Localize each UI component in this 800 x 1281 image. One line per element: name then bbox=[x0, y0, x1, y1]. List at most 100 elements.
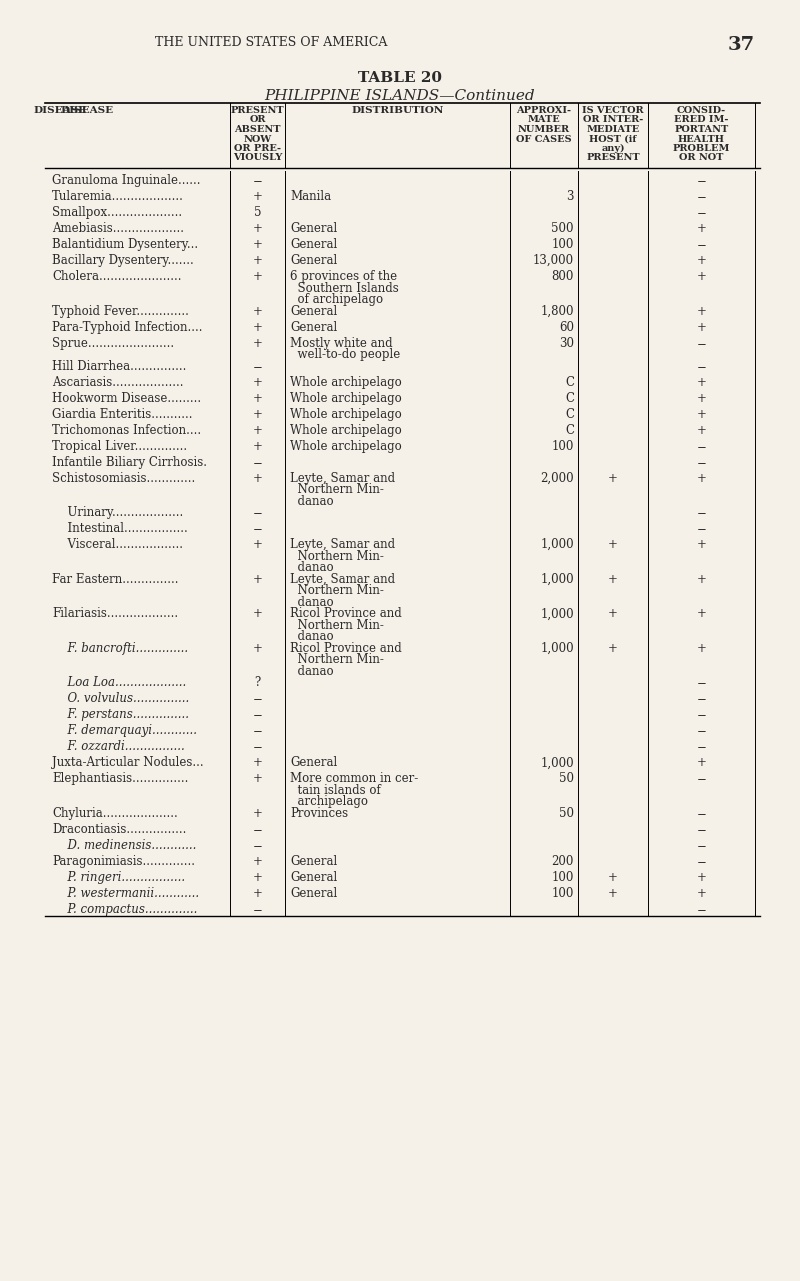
Text: +: + bbox=[608, 573, 618, 585]
Text: 1,000: 1,000 bbox=[540, 573, 574, 585]
Text: General: General bbox=[290, 886, 338, 901]
Text: +: + bbox=[608, 886, 618, 901]
Text: General: General bbox=[290, 871, 338, 884]
Text: −: − bbox=[697, 740, 706, 753]
Text: −: − bbox=[697, 724, 706, 738]
Text: any): any) bbox=[602, 143, 625, 154]
Text: Cholera......................: Cholera...................... bbox=[52, 270, 182, 283]
Text: +: + bbox=[697, 756, 706, 770]
Text: OR NOT: OR NOT bbox=[679, 154, 724, 163]
Text: DISTRIBUTION: DISTRIBUTION bbox=[351, 106, 444, 115]
Text: Tularemia...................: Tularemia................... bbox=[52, 190, 184, 202]
Text: General: General bbox=[290, 305, 338, 318]
Text: Northern Min-: Northern Min- bbox=[290, 619, 384, 632]
Text: +: + bbox=[608, 607, 618, 620]
Text: 100: 100 bbox=[552, 238, 574, 251]
Text: Para-Typhoid Infection....: Para-Typhoid Infection.... bbox=[52, 320, 202, 333]
Text: 50: 50 bbox=[559, 772, 574, 785]
Text: Visceral..................: Visceral.................. bbox=[60, 538, 183, 551]
Text: +: + bbox=[253, 642, 262, 655]
Text: −: − bbox=[697, 439, 706, 452]
Text: −: − bbox=[253, 839, 262, 852]
Text: OF CASES: OF CASES bbox=[516, 135, 572, 143]
Text: +: + bbox=[253, 573, 262, 585]
Text: Hookworm Disease.........: Hookworm Disease......... bbox=[52, 392, 201, 405]
Text: −: − bbox=[253, 693, 262, 706]
Text: +: + bbox=[253, 392, 262, 405]
Text: well-to-do people: well-to-do people bbox=[290, 348, 400, 361]
Text: Typhoid Fever..............: Typhoid Fever.............. bbox=[52, 305, 189, 318]
Text: −: − bbox=[697, 174, 706, 187]
Text: C: C bbox=[565, 424, 574, 437]
Text: Dracontiasis................: Dracontiasis................ bbox=[52, 822, 186, 836]
Text: PHILIPPINE ISLANDS—Continued: PHILIPPINE ISLANDS—Continued bbox=[265, 88, 535, 102]
Text: +: + bbox=[253, 238, 262, 251]
Text: 100: 100 bbox=[552, 439, 574, 452]
Text: Ricol Province and: Ricol Province and bbox=[290, 642, 402, 655]
Text: Loa Loa...................: Loa Loa................... bbox=[60, 676, 186, 689]
Text: 200: 200 bbox=[552, 854, 574, 869]
Text: −: − bbox=[697, 523, 706, 535]
Text: 60: 60 bbox=[559, 320, 574, 333]
Text: OR PRE-: OR PRE- bbox=[234, 143, 281, 152]
Text: Ricol Province and: Ricol Province and bbox=[290, 607, 402, 620]
Text: OR: OR bbox=[250, 115, 266, 124]
Text: F. bancrofti..............: F. bancrofti.............. bbox=[60, 642, 188, 655]
Text: −: − bbox=[697, 456, 706, 469]
Text: −: − bbox=[697, 772, 706, 785]
Text: Amebiasis...................: Amebiasis................... bbox=[52, 222, 184, 234]
Text: 1,000: 1,000 bbox=[540, 756, 574, 770]
Text: C: C bbox=[565, 375, 574, 388]
Text: +: + bbox=[253, 886, 262, 901]
Text: +: + bbox=[253, 854, 262, 869]
Text: OR INTER-: OR INTER- bbox=[583, 115, 643, 124]
Text: General: General bbox=[290, 854, 338, 869]
Text: −: − bbox=[253, 724, 262, 738]
Text: +: + bbox=[608, 871, 618, 884]
Text: General: General bbox=[290, 238, 338, 251]
Text: DISEASE: DISEASE bbox=[60, 106, 113, 115]
Text: D. medinensis............: D. medinensis............ bbox=[60, 839, 196, 852]
Text: archipelago: archipelago bbox=[290, 796, 368, 808]
Text: +: + bbox=[697, 424, 706, 437]
Text: +: + bbox=[697, 270, 706, 283]
Text: 1,800: 1,800 bbox=[541, 305, 574, 318]
Text: PRESENT: PRESENT bbox=[586, 154, 640, 163]
Text: +: + bbox=[697, 871, 706, 884]
Text: Whole archipelago: Whole archipelago bbox=[290, 392, 402, 405]
Text: Whole archipelago: Whole archipelago bbox=[290, 439, 402, 452]
Text: Schistosomiasis.............: Schistosomiasis............. bbox=[52, 471, 195, 484]
Text: Northern Min-: Northern Min- bbox=[290, 584, 384, 597]
Text: F. perstans...............: F. perstans............... bbox=[60, 708, 189, 721]
Text: −: − bbox=[697, 506, 706, 519]
Text: P. westermanii............: P. westermanii............ bbox=[60, 886, 199, 901]
Text: 500: 500 bbox=[551, 222, 574, 234]
Text: Leyte, Samar and: Leyte, Samar and bbox=[290, 573, 395, 585]
Text: +: + bbox=[697, 642, 706, 655]
Text: −: − bbox=[253, 708, 262, 721]
Text: +: + bbox=[253, 270, 262, 283]
Text: 2,000: 2,000 bbox=[540, 471, 574, 484]
Text: NOW: NOW bbox=[243, 135, 272, 143]
Text: +: + bbox=[608, 642, 618, 655]
Text: THE UNITED STATES OF AMERICA: THE UNITED STATES OF AMERICA bbox=[155, 36, 387, 49]
Text: MATE: MATE bbox=[528, 115, 560, 124]
Text: +: + bbox=[253, 305, 262, 318]
Text: +: + bbox=[697, 392, 706, 405]
Text: danao: danao bbox=[290, 561, 334, 574]
Text: −: − bbox=[697, 676, 706, 689]
Text: Provinces: Provinces bbox=[290, 807, 348, 820]
Text: +: + bbox=[253, 190, 262, 202]
Text: +: + bbox=[253, 756, 262, 770]
Text: −: − bbox=[697, 708, 706, 721]
Text: −: − bbox=[253, 903, 262, 916]
Text: −: − bbox=[253, 822, 262, 836]
Text: −: − bbox=[253, 360, 262, 373]
Text: P. compactus..............: P. compactus.............. bbox=[60, 903, 198, 916]
Text: −: − bbox=[253, 740, 262, 753]
Text: Whole archipelago: Whole archipelago bbox=[290, 375, 402, 388]
Text: 30: 30 bbox=[559, 337, 574, 350]
Text: HOST (if: HOST (if bbox=[590, 135, 637, 143]
Text: 3: 3 bbox=[566, 190, 574, 202]
Text: +: + bbox=[608, 538, 618, 551]
